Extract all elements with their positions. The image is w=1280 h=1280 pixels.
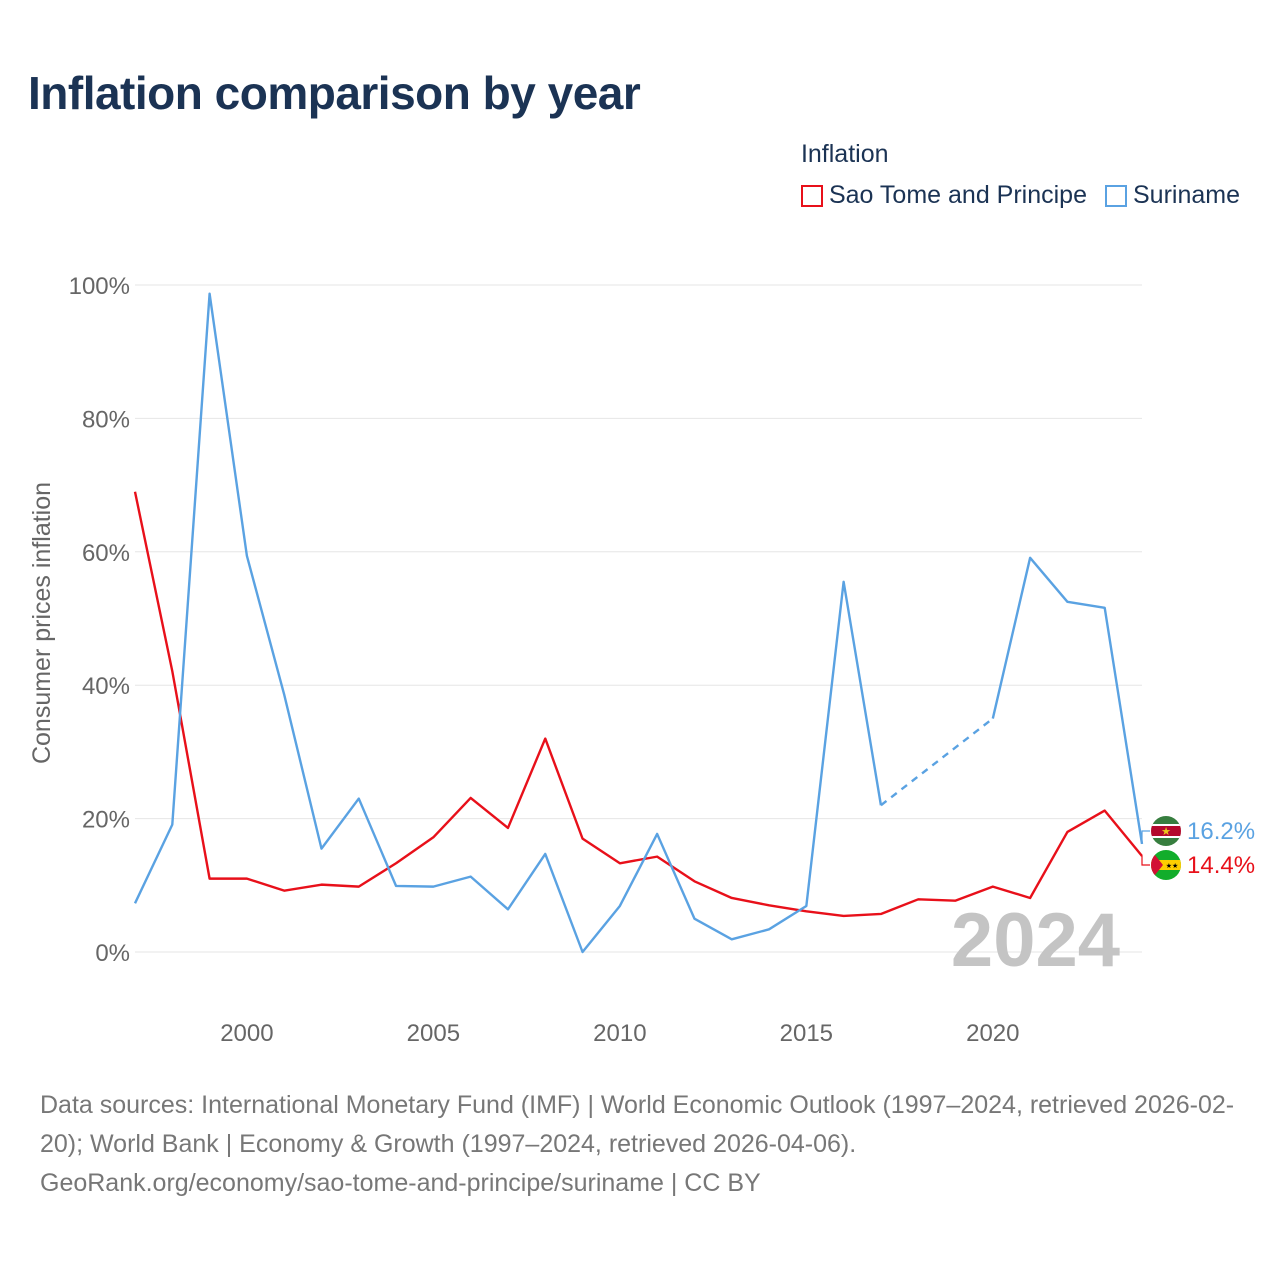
data-point-sao-tome-and-principe[interactable] bbox=[914, 895, 922, 903]
legend-title: Inflation bbox=[800, 140, 889, 168]
data-point-suriname[interactable] bbox=[989, 715, 997, 723]
data-point-suriname[interactable] bbox=[317, 845, 325, 853]
data-point-suriname[interactable] bbox=[765, 925, 773, 933]
data-point-sao-tome-and-principe[interactable] bbox=[653, 853, 661, 861]
data-point-suriname[interactable] bbox=[579, 948, 587, 956]
legend-item-sao-tome[interactable]: Sao Tome and Principe bbox=[800, 181, 1087, 210]
data-point-sao-tome-and-principe[interactable] bbox=[541, 735, 549, 743]
data-point-suriname[interactable] bbox=[429, 883, 437, 891]
data-point-sao-tome-and-principe[interactable] bbox=[467, 794, 475, 802]
chart-title: Inflation comparison by year bbox=[28, 67, 641, 119]
series-line-suriname bbox=[133, 292, 883, 954]
data-point-sao-tome-and-principe[interactable] bbox=[1026, 894, 1034, 902]
data-point-sao-tome-and-principe[interactable] bbox=[877, 910, 885, 918]
chart-area: 0%20%40%60%80%100% 2000 2005 2010 2015 2020 … bbox=[28, 273, 1255, 1047]
data-point-sao-tome-and-principe[interactable] bbox=[690, 877, 698, 885]
data-point-suriname[interactable] bbox=[541, 850, 549, 858]
data-point-suriname[interactable] bbox=[168, 821, 176, 829]
data-point-suriname[interactable] bbox=[355, 795, 363, 803]
legend-swatch-sao-tome bbox=[800, 184, 823, 207]
data-point-sao-tome-and-principe[interactable] bbox=[392, 859, 400, 867]
data-point-sao-tome-and-principe[interactable] bbox=[952, 897, 960, 905]
data-point-suriname[interactable] bbox=[877, 801, 885, 809]
data-point-suriname[interactable] bbox=[728, 935, 736, 943]
data-point-sao-tome-and-principe[interactable] bbox=[1101, 807, 1109, 815]
legend-item-suriname[interactable]: Suriname bbox=[1105, 181, 1240, 210]
data-point-suriname[interactable] bbox=[653, 830, 661, 838]
data-point-sao-tome-and-principe[interactable] bbox=[765, 901, 773, 909]
x-tick-label: 2015 bbox=[780, 1020, 833, 1047]
series-line-sao-tome-and-principe bbox=[133, 491, 1143, 918]
data-point-sao-tome-and-principe[interactable] bbox=[728, 894, 736, 902]
year-watermark: 2024 bbox=[951, 898, 1120, 983]
data-point-suriname[interactable] bbox=[467, 873, 475, 881]
footer-credit[interactable]: GeoRank.org/economy/sao-tome-and-princip… bbox=[40, 1169, 761, 1197]
end-label-sao-tome-and-principe: 14.4% bbox=[1187, 852, 1255, 879]
y-tick-label: 60% bbox=[82, 540, 130, 567]
legend-label-sao-tome: Sao Tome and Principe bbox=[828, 181, 1087, 209]
series-gap-suriname bbox=[880, 717, 994, 807]
y-axis-label: Consumer prices inflation bbox=[28, 482, 56, 764]
data-point-suriname[interactable] bbox=[392, 882, 400, 890]
data-point-sao-tome-and-principe[interactable] bbox=[243, 875, 251, 883]
data-point-suriname[interactable] bbox=[131, 899, 139, 907]
series-line-suriname bbox=[991, 556, 1144, 845]
data-point-sao-tome-and-principe[interactable] bbox=[429, 833, 437, 841]
data-point-suriname[interactable] bbox=[1063, 598, 1071, 606]
data-point-sao-tome-and-principe[interactable] bbox=[280, 887, 288, 895]
legend-label-suriname: Suriname bbox=[1133, 181, 1240, 209]
suriname-flag-icon: ★ bbox=[1151, 816, 1181, 846]
data-point-sao-tome-and-principe[interactable] bbox=[168, 667, 176, 675]
data-point-suriname[interactable] bbox=[840, 578, 848, 586]
y-tick-label: 40% bbox=[82, 673, 130, 700]
data-point-sao-tome-and-principe[interactable] bbox=[579, 835, 587, 843]
data-point-sao-tome-and-principe[interactable] bbox=[131, 488, 139, 496]
data-point-sao-tome-and-principe[interactable] bbox=[206, 875, 214, 883]
data-point-sao-tome-and-principe[interactable] bbox=[989, 883, 997, 891]
y-tick-label: 100% bbox=[69, 273, 130, 300]
end-label-suriname: 16.2% bbox=[1187, 818, 1255, 845]
data-point-suriname[interactable] bbox=[1026, 554, 1034, 562]
data-point-sao-tome-and-principe[interactable] bbox=[355, 883, 363, 891]
x-tick-label: 2020 bbox=[966, 1020, 1019, 1047]
data-point-sao-tome-and-principe[interactable] bbox=[1063, 828, 1071, 836]
end-connector-suriname bbox=[1141, 830, 1150, 844]
data-point-suriname[interactable] bbox=[1101, 604, 1109, 612]
sao-tome-and-principe-flag-icon: ★★ bbox=[1151, 850, 1181, 880]
data-point-suriname[interactable] bbox=[206, 290, 214, 298]
y-tick-label: 0% bbox=[95, 940, 130, 967]
data-point-suriname[interactable] bbox=[280, 691, 288, 699]
end-connector-sao-tome-and-principe bbox=[1141, 855, 1150, 866]
legend-swatch-suriname bbox=[1105, 184, 1127, 207]
footer: Data sources: International Monetary Fun… bbox=[40, 1086, 1250, 1203]
data-point-suriname[interactable] bbox=[504, 905, 512, 913]
data-point-sao-tome-and-principe[interactable] bbox=[616, 859, 624, 867]
x-tick-label: 2010 bbox=[593, 1020, 646, 1047]
data-point-suriname[interactable] bbox=[243, 552, 251, 560]
data-point-sao-tome-and-principe[interactable] bbox=[840, 912, 848, 920]
x-tick-label: 2000 bbox=[220, 1020, 273, 1047]
y-tick-label: 80% bbox=[82, 406, 130, 433]
svg-text:★★: ★★ bbox=[1166, 862, 1179, 870]
data-point-suriname[interactable] bbox=[690, 915, 698, 923]
svg-text:★: ★ bbox=[1161, 826, 1171, 838]
data-point-sao-tome-and-principe[interactable] bbox=[504, 824, 512, 832]
data-point-suriname[interactable] bbox=[802, 902, 810, 910]
legend: Inflation Sao Tome and Principe Suriname bbox=[800, 140, 1240, 210]
data-point-suriname[interactable] bbox=[616, 902, 624, 910]
x-tick-label: 2005 bbox=[407, 1020, 460, 1047]
y-tick-label: 20% bbox=[82, 807, 130, 834]
data-point-sao-tome-and-principe[interactable] bbox=[317, 881, 325, 889]
footer-sources: Data sources: International Monetary Fun… bbox=[40, 1091, 1235, 1158]
